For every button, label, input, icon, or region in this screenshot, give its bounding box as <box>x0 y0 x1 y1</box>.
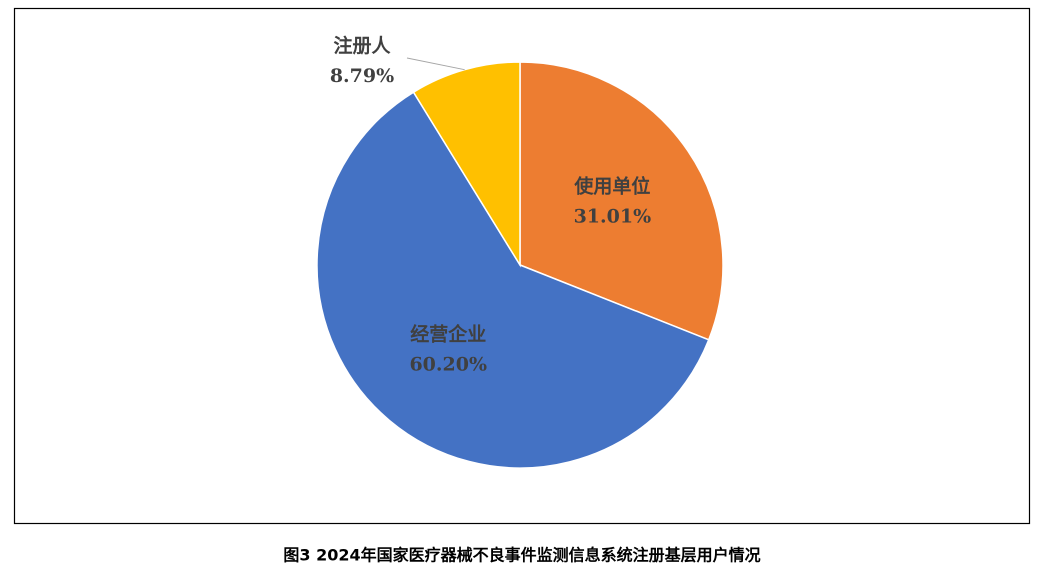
slice-label: 注册人 <box>333 34 391 57</box>
leader-line <box>406 57 465 71</box>
slice-label: 使用单位 <box>573 174 650 197</box>
slice-value-label: 31.01% <box>574 205 652 227</box>
slice-value-label: 60.20% <box>409 354 487 376</box>
slice-value-label: 8.79% <box>330 65 394 87</box>
pie-slice <box>519 61 724 341</box>
slice-label: 经营企业 <box>410 323 486 346</box>
chart-title: 图3 2024年国家医疗器械不良事件监测信息系统注册基层用户情况 <box>283 546 760 565</box>
pie-slice <box>316 91 710 469</box>
